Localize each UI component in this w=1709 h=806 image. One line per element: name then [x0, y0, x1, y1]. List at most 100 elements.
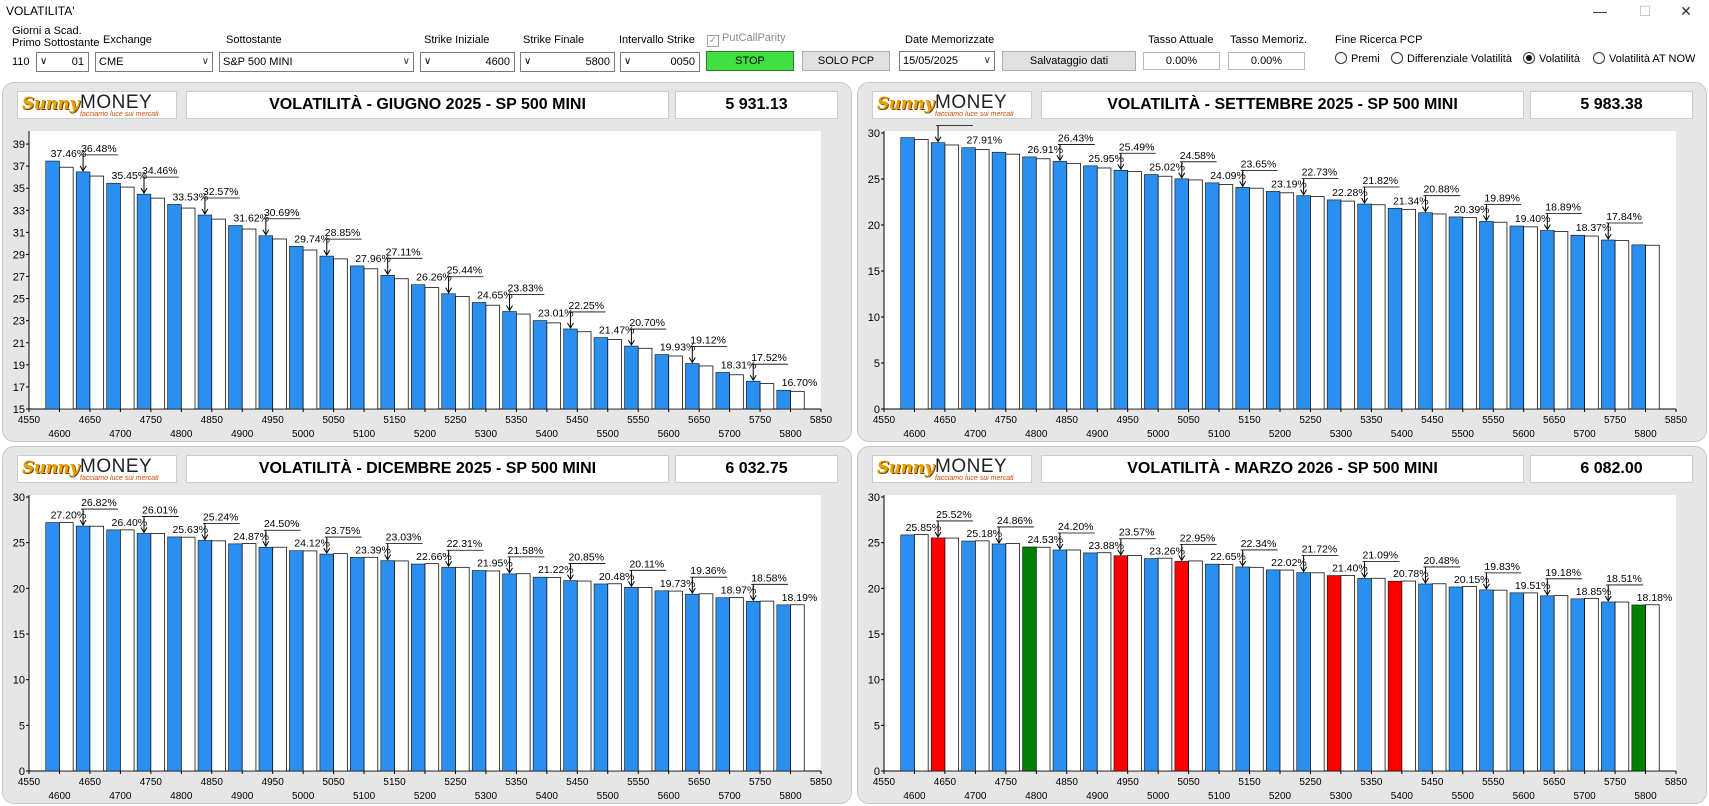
x-tick-label: 5400	[536, 791, 559, 802]
x-tick-label: 5450	[566, 777, 589, 788]
data-label: 21.22%	[538, 564, 574, 576]
bar-primary	[1326, 575, 1342, 772]
bar-primary	[75, 171, 91, 410]
bar-secondary	[1645, 244, 1660, 410]
x-tick-label: 5850	[810, 777, 833, 788]
chevron-down-icon[interactable]: ∨	[424, 56, 432, 67]
data-label: 19.93%	[660, 342, 696, 354]
bar-secondary	[1340, 575, 1356, 772]
bar-primary	[258, 235, 273, 410]
data-label: 30.69%	[264, 207, 300, 219]
maximize-icon[interactable]: ☐	[1638, 3, 1652, 19]
label-arrowhead	[384, 269, 392, 276]
radio-differenziale[interactable]: Differenziale Volatilità	[1391, 52, 1512, 65]
chevron-down-icon[interactable]: ∨	[624, 56, 632, 67]
bar-primary	[1448, 586, 1464, 772]
chevron-down-icon[interactable]: ∨	[524, 56, 532, 67]
logo-money: MONEY	[935, 92, 1008, 113]
bar-secondary	[759, 600, 775, 772]
bar-secondary	[729, 374, 744, 410]
bar-secondary	[974, 149, 990, 410]
label-arrowhead	[1604, 233, 1612, 240]
x-tick-label: 5750	[1604, 415, 1627, 426]
x-tick-label: 4700	[964, 429, 987, 440]
bar-secondary	[546, 576, 561, 772]
x-tick-label: 5300	[1330, 791, 1353, 802]
bar-secondary	[1005, 543, 1020, 772]
x-tick-label: 5250	[444, 777, 467, 788]
date-select[interactable]: 15/05/2025 ∨	[899, 51, 995, 71]
solo-pcp-button[interactable]: SOLO PCP	[802, 51, 890, 71]
bar-primary	[1052, 161, 1068, 410]
data-label: 17.52%	[751, 352, 787, 364]
chevron-down-icon[interactable]: ∨	[983, 55, 991, 66]
bar-primary	[1570, 598, 1585, 772]
data-label: 19.36%	[690, 565, 726, 577]
bar-primary	[289, 245, 304, 410]
label-arrowhead	[1422, 577, 1429, 584]
bar-secondary	[394, 560, 409, 772]
radio-off-icon	[1593, 52, 1605, 64]
data-label: 20.70%	[629, 317, 665, 329]
x-tick-label: 4550	[873, 777, 896, 788]
strike-iniziale-spinner[interactable]: ∨ 4600	[420, 52, 515, 72]
data-label: 21.34%	[1393, 195, 1429, 207]
giorni-value: 110	[12, 56, 30, 68]
bar-secondary	[1127, 555, 1142, 772]
y-tick-label: 23	[13, 316, 25, 328]
bar-secondary	[119, 529, 135, 772]
bar-secondary	[424, 563, 440, 772]
intervallo-strike-spinner[interactable]: ∨ 0050	[620, 52, 700, 72]
bar-primary	[961, 147, 976, 410]
expiry-spinner[interactable]: ∨ 01	[36, 52, 89, 72]
logo-sunny: Sunny	[877, 458, 934, 478]
radio-volatilita-at-now[interactable]: Volatilità AT NOW	[1593, 52, 1695, 65]
exchange-select[interactable]: CME ∨	[95, 52, 213, 72]
label-arrowhead	[140, 187, 148, 195]
x-tick-label: 5400	[1391, 791, 1414, 802]
close-icon[interactable]: ✕	[1680, 3, 1692, 19]
x-tick-label: 5200	[1269, 791, 1292, 802]
x-tick-label: 4900	[231, 429, 254, 440]
check-icon: ✓	[707, 35, 719, 47]
x-tick-label: 4600	[903, 429, 926, 440]
stop-button[interactable]: STOP	[706, 51, 794, 71]
sottostante-value: S&P 500 MINI	[223, 56, 293, 68]
strike-finale-spinner[interactable]: ∨ 5800	[520, 52, 615, 72]
label-arrowhead	[567, 322, 574, 329]
data-label: 27.11%	[386, 246, 421, 258]
label-arrowhead	[934, 531, 942, 538]
bar-secondary	[637, 587, 653, 772]
data-label: 29.74%	[294, 233, 330, 245]
data-label: 18.58%	[751, 572, 787, 584]
label-arrowhead	[79, 519, 87, 527]
salvataggio-dati-button[interactable]: Salvataggio dati	[1002, 51, 1136, 71]
data-label: 25.85%	[906, 522, 942, 534]
x-tick-label: 5850	[1665, 415, 1688, 426]
radio-volatilita[interactable]: Volatilità	[1523, 52, 1580, 65]
chevron-down-icon[interactable]: ∨	[201, 56, 209, 67]
bar-secondary	[394, 278, 409, 410]
bar-primary	[502, 311, 517, 410]
bar-secondary	[515, 573, 531, 772]
panel-title: VOLATILITÀ - SETTEMBRE 2025 - SP 500 MIN…	[1041, 91, 1524, 119]
x-tick-label: 5600	[658, 791, 681, 802]
panel-value: 6 082.00	[1530, 455, 1693, 483]
putcallparity-checkbox[interactable]: ✓ PutCallParity	[707, 32, 786, 47]
minimize-icon[interactable]: —	[1593, 3, 1607, 19]
sottostante-select[interactable]: S&P 500 MINI ∨	[219, 52, 414, 72]
data-label: 25.24%	[203, 511, 239, 523]
data-label: 22.65%	[1210, 551, 1246, 563]
logo-sunny: Sunny	[22, 94, 79, 114]
y-tick-label: 15	[13, 629, 25, 641]
label-arrowhead	[627, 339, 635, 347]
label-arrowhead	[627, 581, 635, 588]
x-tick-label: 5450	[566, 415, 589, 426]
chevron-down-icon[interactable]: ∨	[40, 56, 48, 67]
logo-sunny: Sunny	[22, 458, 79, 478]
radio-premi[interactable]: Premi	[1335, 52, 1380, 65]
date-value: 15/05/2025	[903, 55, 959, 67]
y-tick-label: 0	[19, 766, 25, 778]
chevron-down-icon[interactable]: ∨	[402, 56, 410, 67]
y-tick-label: 10	[13, 675, 25, 687]
